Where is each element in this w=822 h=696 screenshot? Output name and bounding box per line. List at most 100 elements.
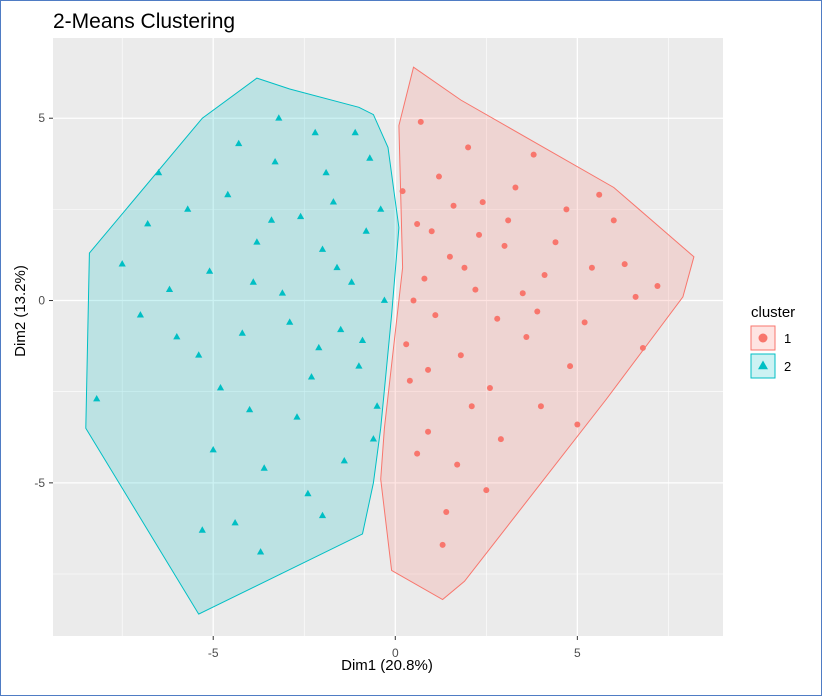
cluster-1-point xyxy=(632,293,639,300)
cluster-2-point xyxy=(224,190,232,198)
cluster-1-point xyxy=(483,487,490,494)
cluster-1-point xyxy=(621,261,628,268)
cluster-1-point xyxy=(596,191,603,198)
cluster-1-point xyxy=(472,286,479,293)
cluster-2-point xyxy=(366,154,374,161)
cluster-2-point xyxy=(93,395,101,402)
cluster-1-point xyxy=(581,319,588,326)
cluster-1-point xyxy=(541,272,548,279)
cluster-2-point xyxy=(369,435,377,442)
cluster-1-point xyxy=(654,282,661,289)
cluster-1-point xyxy=(574,421,581,428)
cluster-2-point xyxy=(348,278,356,285)
cluster-1-point xyxy=(537,403,544,410)
cluster-2-point xyxy=(340,457,348,464)
cluster-2-hull xyxy=(85,77,400,615)
cluster-1-point xyxy=(425,428,432,435)
cluster-2-point xyxy=(293,413,301,420)
cluster-1-point xyxy=(479,199,486,206)
cluster-2-point xyxy=(195,351,203,358)
cluster-1-point xyxy=(505,217,512,224)
axis-ticks: -5 0 5 -5 0 5 xyxy=(34,111,581,660)
legend: cluster 1 2 xyxy=(750,304,795,379)
cluster-1-point xyxy=(461,264,468,271)
cluster-1-point xyxy=(468,403,475,410)
cluster-1-point xyxy=(530,151,537,158)
chart-title: 2-Means Clustering xyxy=(53,10,235,33)
cluster-2-point xyxy=(278,289,286,296)
cluster-1-point xyxy=(446,253,453,260)
cluster-1-point xyxy=(512,184,519,191)
cluster-1-point xyxy=(454,461,461,468)
cluster-1-point xyxy=(403,341,410,348)
cluster-1-point xyxy=(417,118,424,125)
cluster-2-point xyxy=(380,296,388,303)
cluster-1-point xyxy=(610,217,617,224)
cluster-2-point xyxy=(358,336,367,343)
y-axis-title: Dim2 (13.2%) xyxy=(12,265,29,357)
cluster-2-point xyxy=(267,216,276,223)
cluster-2-point xyxy=(377,205,385,212)
legend-triangle-marker xyxy=(758,360,768,370)
cluster-2-point xyxy=(260,464,268,471)
cluster-2-point xyxy=(155,168,163,176)
cluster-1-point xyxy=(552,239,559,246)
legend-label-1: 1 xyxy=(784,331,791,346)
cluster-2-point xyxy=(373,402,381,409)
y-tick-label: 0 xyxy=(38,294,45,308)
cluster-2-point xyxy=(318,245,327,252)
cluster-2-point xyxy=(216,384,225,391)
cluster-1-point xyxy=(414,450,421,457)
cluster-1-point xyxy=(494,315,501,322)
cluster-2-point xyxy=(355,362,363,369)
cluster-2-point xyxy=(307,373,316,380)
cluster-2-point xyxy=(286,318,294,325)
cluster-1-point xyxy=(439,541,446,548)
cluster-2-point xyxy=(337,325,345,333)
cluster-1-point xyxy=(414,220,421,227)
cluster-2-point xyxy=(144,220,152,227)
cluster-2-point xyxy=(322,168,330,176)
cluster-2-point xyxy=(304,489,312,497)
cluster-2-point xyxy=(246,405,254,413)
cluster-points xyxy=(93,114,661,555)
cluster-1-point xyxy=(428,228,435,235)
cluster-2-point xyxy=(198,526,206,533)
legend-title: cluster xyxy=(751,304,795,321)
cluster-1-point xyxy=(639,344,646,351)
cluster-1-point xyxy=(421,275,428,282)
x-tick-label: 0 xyxy=(392,646,399,660)
y-tick-label: -5 xyxy=(34,476,45,490)
y-tick-label: 5 xyxy=(38,111,45,125)
cluster-1-point xyxy=(450,202,457,209)
cluster-2-point xyxy=(173,333,181,340)
cluster-2-point xyxy=(118,260,126,267)
cluster-1-point xyxy=(486,385,493,392)
cluster-1-point xyxy=(534,308,541,315)
cluster-2-point xyxy=(231,519,239,526)
cluster-2-point xyxy=(351,128,359,136)
cluster-2-point xyxy=(253,238,261,245)
cluster-1-point xyxy=(399,188,406,195)
cluster-2-point xyxy=(136,311,144,318)
cluster-2-point xyxy=(318,511,327,519)
cluster-1-point xyxy=(432,312,439,319)
cluster-1-point xyxy=(497,436,504,443)
cluster-1-point xyxy=(563,206,570,213)
cluster-2-point xyxy=(238,329,246,336)
cluster-1-point xyxy=(406,377,413,384)
cluster-1-point xyxy=(501,242,508,249)
cluster-2-point xyxy=(329,198,337,205)
cluster-1-point xyxy=(476,231,483,238)
cluster-1-point xyxy=(457,352,464,359)
cluster-2-point xyxy=(235,139,243,147)
cluster-2-point xyxy=(311,128,319,136)
cluster-1-point xyxy=(465,144,472,151)
x-tick-label: 5 xyxy=(574,646,581,660)
cluster-2-point xyxy=(165,285,174,292)
legend-circle-marker xyxy=(758,333,768,343)
cluster-2-point xyxy=(297,212,305,220)
cluster-2-point xyxy=(315,343,323,351)
cluster-2-point xyxy=(184,205,192,212)
